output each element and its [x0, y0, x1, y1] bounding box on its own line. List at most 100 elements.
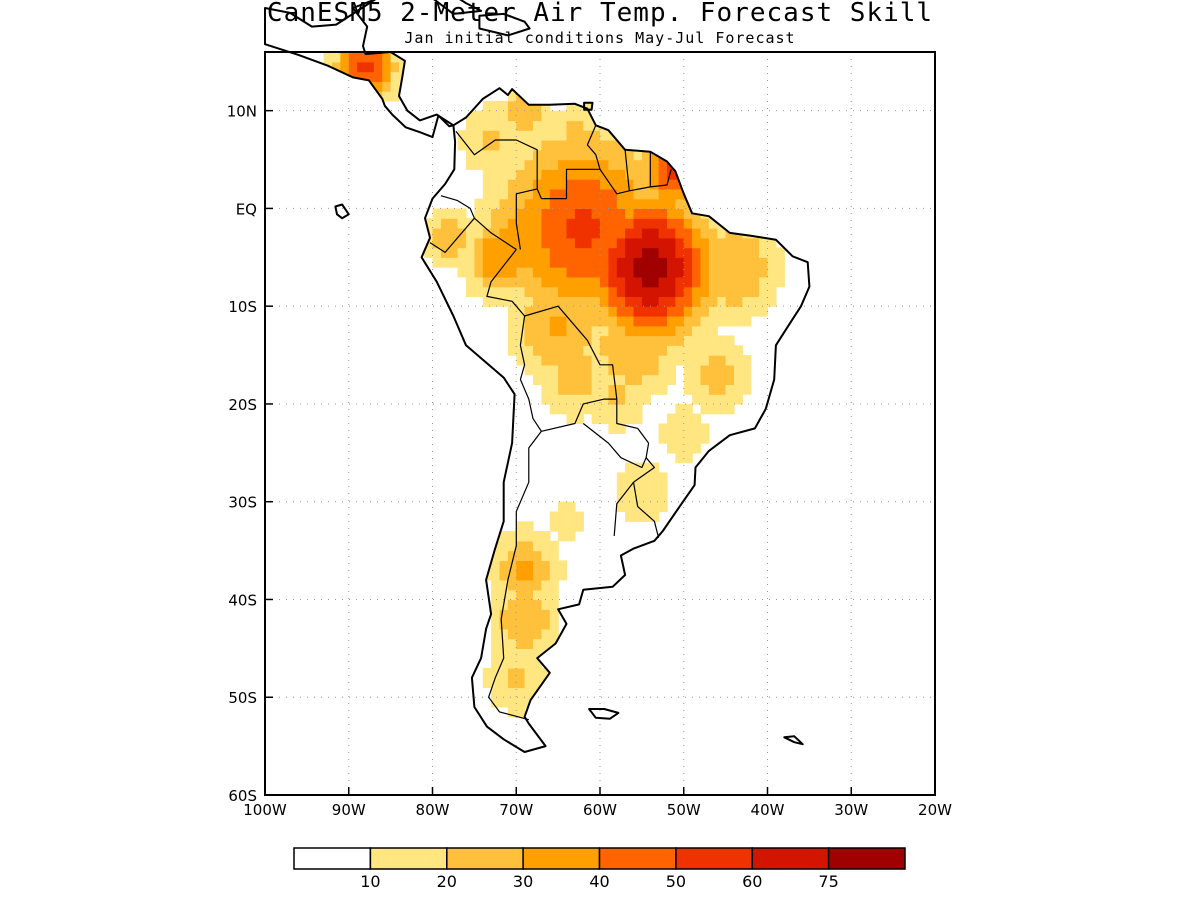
skill-cell	[574, 218, 584, 229]
skill-cell	[491, 159, 501, 170]
skill-cell	[507, 570, 517, 581]
skill-cell	[683, 384, 693, 395]
skill-cell	[566, 179, 576, 190]
skill-cell	[591, 237, 601, 249]
skill-cell	[524, 286, 534, 297]
skill-cell	[533, 628, 542, 640]
skill-cell	[558, 120, 568, 131]
skill-cell	[608, 188, 618, 200]
skill-cell	[332, 91, 341, 102]
skill-cell	[633, 403, 643, 415]
skill-cell	[692, 267, 702, 278]
skill-cell	[625, 462, 635, 473]
skill-cell	[650, 169, 660, 180]
skill-cell	[474, 218, 484, 229]
skill-cell	[340, 52, 350, 63]
skill-cell	[641, 316, 651, 327]
skill-cell	[616, 228, 626, 239]
skill-cell	[641, 364, 651, 376]
skill-cell	[625, 257, 635, 268]
skill-cell	[650, 140, 660, 151]
skill-cell	[641, 257, 651, 268]
skill-cell	[524, 560, 534, 571]
skill-cell	[591, 355, 601, 366]
skill-cell	[616, 110, 626, 122]
skill-cell	[616, 198, 626, 209]
skill-cell	[499, 550, 509, 561]
skill-cell	[667, 208, 676, 219]
skill-cell	[549, 179, 559, 190]
skill-cell	[692, 355, 702, 366]
skill-cell	[767, 257, 777, 268]
skill-cell	[675, 267, 685, 278]
skill-cell	[549, 267, 559, 278]
skill-cell	[457, 218, 467, 229]
skill-cell	[583, 345, 593, 356]
skill-cell	[759, 267, 769, 278]
skill-cell	[541, 550, 551, 561]
skill-cell	[683, 257, 693, 268]
skill-cell	[692, 237, 702, 249]
x-tick-label: 100W	[243, 801, 287, 819]
skill-cell	[491, 570, 501, 581]
skill-cell	[558, 316, 568, 327]
skill-cell	[474, 208, 484, 219]
skill-cell	[600, 374, 609, 385]
skill-cell	[516, 218, 526, 229]
skill-cell	[574, 208, 584, 219]
skill-cell	[574, 364, 584, 376]
skill-cell	[332, 52, 341, 63]
skill-cell	[583, 394, 593, 405]
skill-cell	[641, 159, 651, 170]
skill-cell	[482, 159, 492, 170]
skill-cell	[750, 306, 760, 317]
skill-cell	[600, 306, 609, 317]
skill-cell	[516, 707, 526, 718]
skill-cell	[742, 316, 752, 327]
skill-cell	[541, 286, 551, 297]
skill-cell	[692, 423, 702, 434]
skill-cell	[700, 169, 710, 180]
skill-cell	[482, 276, 492, 288]
skill-cell	[675, 237, 685, 249]
skill-cell	[675, 110, 685, 122]
skill-cell	[340, 61, 350, 73]
skill-cell	[574, 149, 584, 161]
skill-cell	[667, 218, 676, 229]
skill-cell	[524, 228, 534, 239]
skill-cell	[583, 159, 593, 170]
skill-cell	[558, 335, 568, 346]
skill-cell	[708, 306, 718, 317]
skill-cell	[499, 296, 509, 307]
skill-cell	[633, 286, 643, 297]
skill-cell	[491, 169, 501, 180]
skill-cell	[432, 228, 442, 239]
skill-cell	[750, 296, 760, 307]
skill-cell	[591, 394, 601, 405]
skill-cell	[658, 267, 668, 278]
skill-cell	[708, 403, 718, 415]
skill-cell	[650, 306, 660, 317]
skill-cell	[633, 462, 643, 473]
skill-cell	[658, 208, 668, 219]
skill-cell	[692, 335, 702, 346]
skill-cell	[566, 413, 576, 425]
skill-cell	[340, 81, 350, 92]
skill-cell	[583, 169, 593, 180]
skill-cell	[491, 188, 501, 200]
skill-cell	[600, 208, 609, 219]
skill-cell	[499, 589, 509, 601]
skill-cell	[667, 179, 676, 190]
skill-cell	[600, 276, 609, 288]
legend-swatch	[293, 847, 372, 870]
skill-cell	[650, 364, 660, 376]
x-tick-label: 50W	[667, 801, 701, 819]
national-border	[486, 249, 526, 380]
skill-cell	[549, 589, 559, 601]
skill-cell	[533, 247, 542, 258]
skill-cell	[692, 443, 702, 454]
skill-cell	[717, 208, 727, 219]
skill-cell	[692, 179, 702, 190]
skill-cell	[516, 267, 526, 278]
skill-cell	[474, 140, 484, 151]
